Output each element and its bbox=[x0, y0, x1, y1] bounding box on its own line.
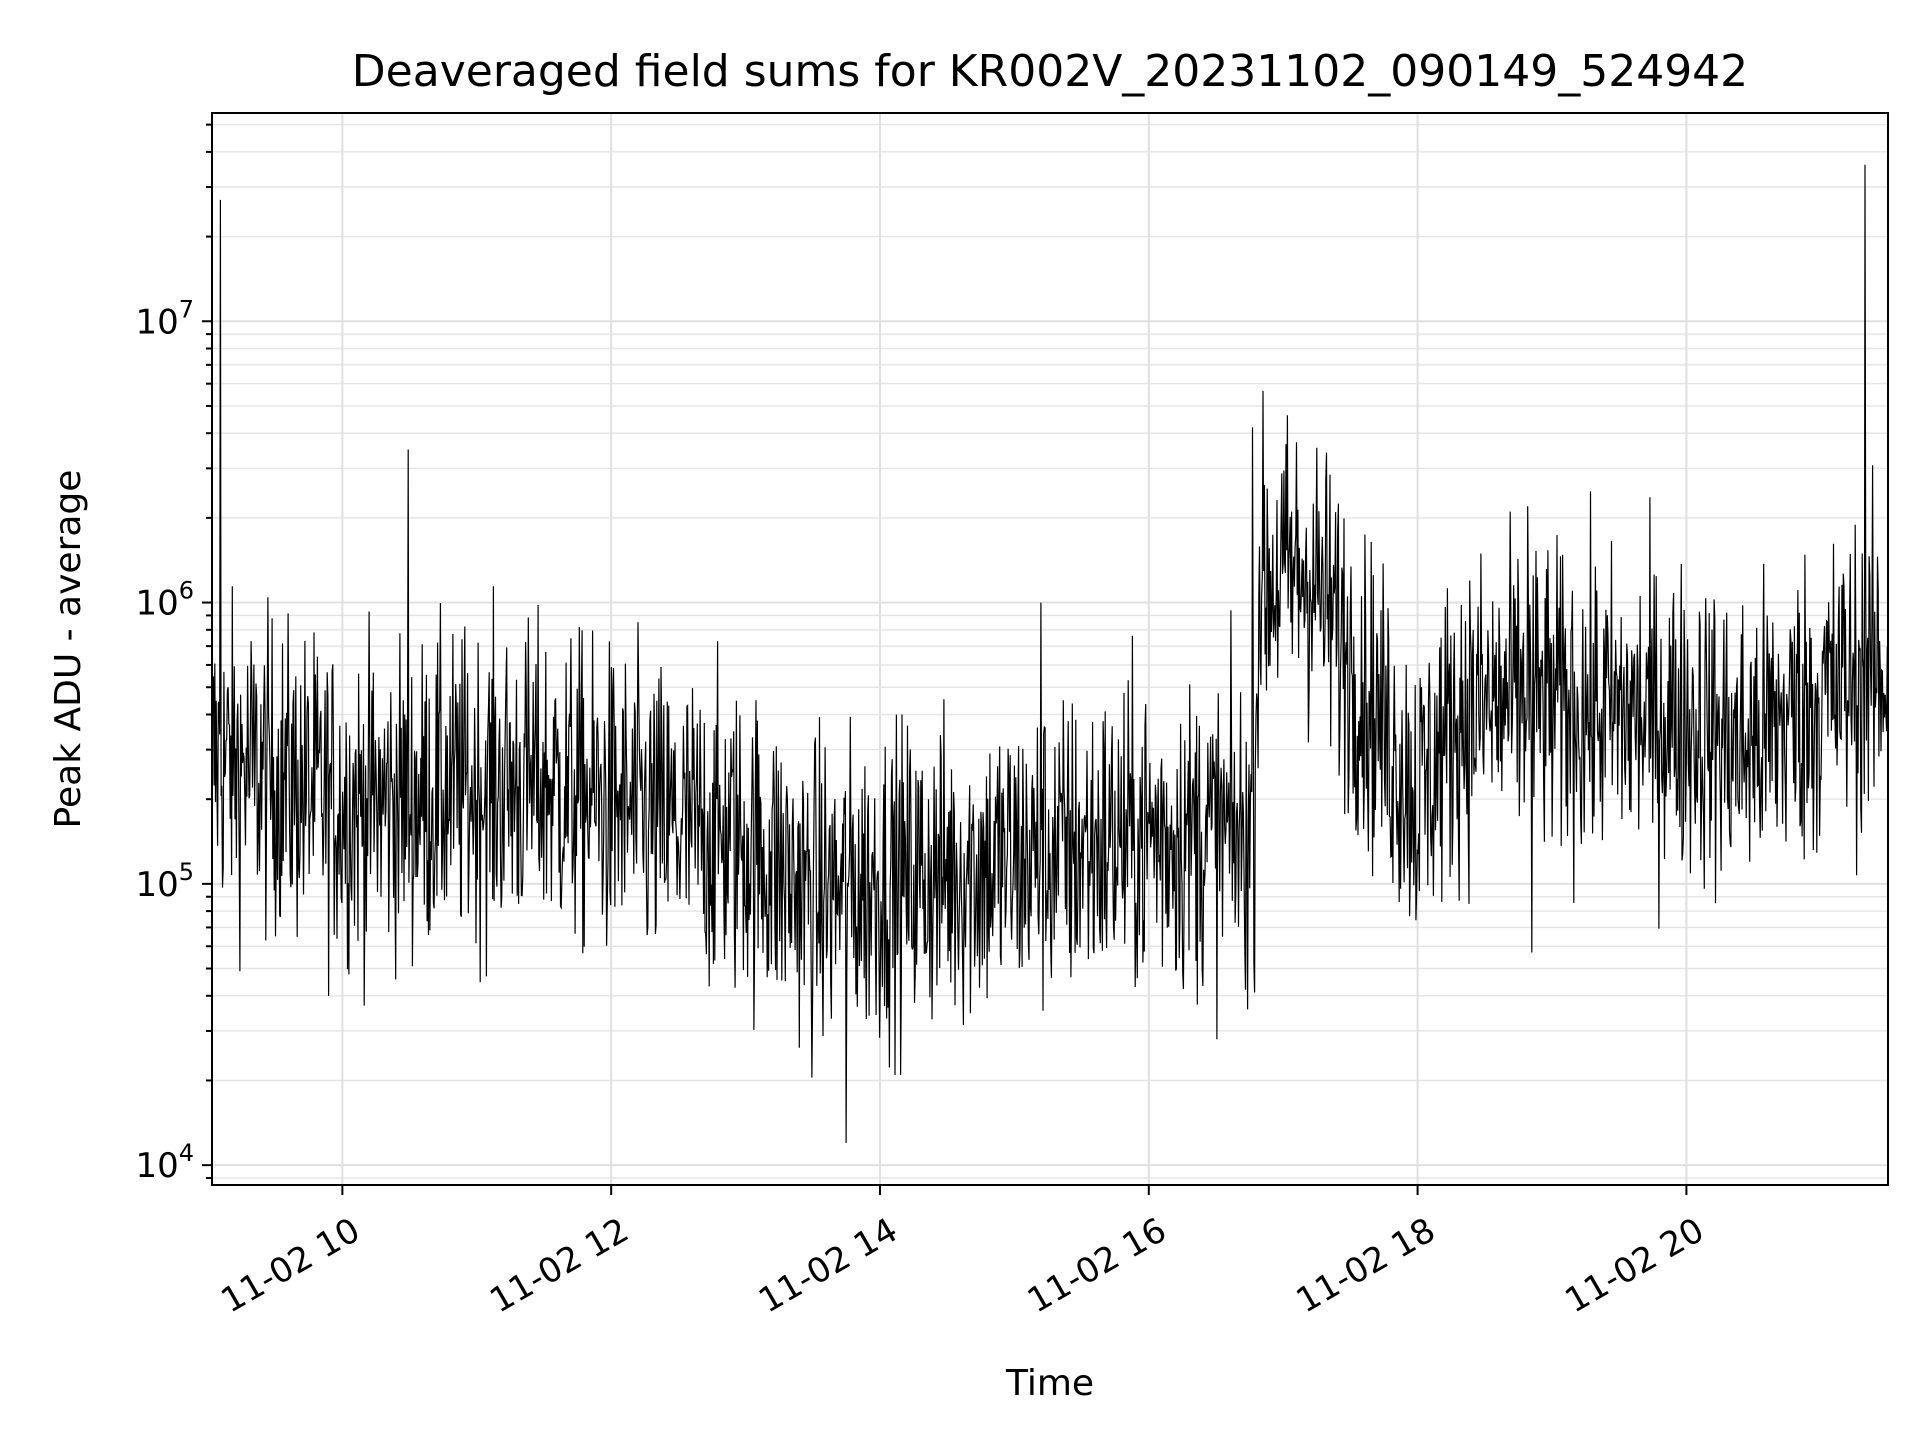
series-line bbox=[211, 164, 1889, 1143]
x-tick-label: 11-02 10 bbox=[214, 1210, 366, 1321]
x-tick-label: 11-02 20 bbox=[1559, 1210, 1711, 1321]
chart-title: Deaveraged field sums for KR002V_2023110… bbox=[352, 46, 1748, 97]
x-tick-label: 11-02 12 bbox=[483, 1210, 635, 1321]
grid bbox=[212, 113, 1888, 1185]
x-axis-label: Time bbox=[1005, 1363, 1094, 1404]
y-tick-label: 107 bbox=[135, 295, 194, 342]
series-layer bbox=[211, 164, 1889, 1143]
y-tick-exponent: 7 bbox=[179, 295, 194, 323]
y-tick-label: 105 bbox=[135, 858, 194, 905]
y-tick-label: 104 bbox=[135, 1139, 194, 1186]
y-tick-exponent: 5 bbox=[179, 858, 194, 886]
plot-area-frame bbox=[211, 112, 1889, 1186]
x-tick-label: 11-02 18 bbox=[1290, 1210, 1442, 1321]
x-tick-label: 11-02 16 bbox=[1021, 1210, 1173, 1321]
y-tick-exponent: 6 bbox=[179, 577, 194, 605]
y-axis-label: Peak ADU - average bbox=[48, 470, 89, 829]
y-tick-label: 106 bbox=[135, 577, 194, 624]
x-tick-label: 11-02 14 bbox=[752, 1210, 904, 1321]
y-tick-exponent: 4 bbox=[179, 1139, 194, 1167]
